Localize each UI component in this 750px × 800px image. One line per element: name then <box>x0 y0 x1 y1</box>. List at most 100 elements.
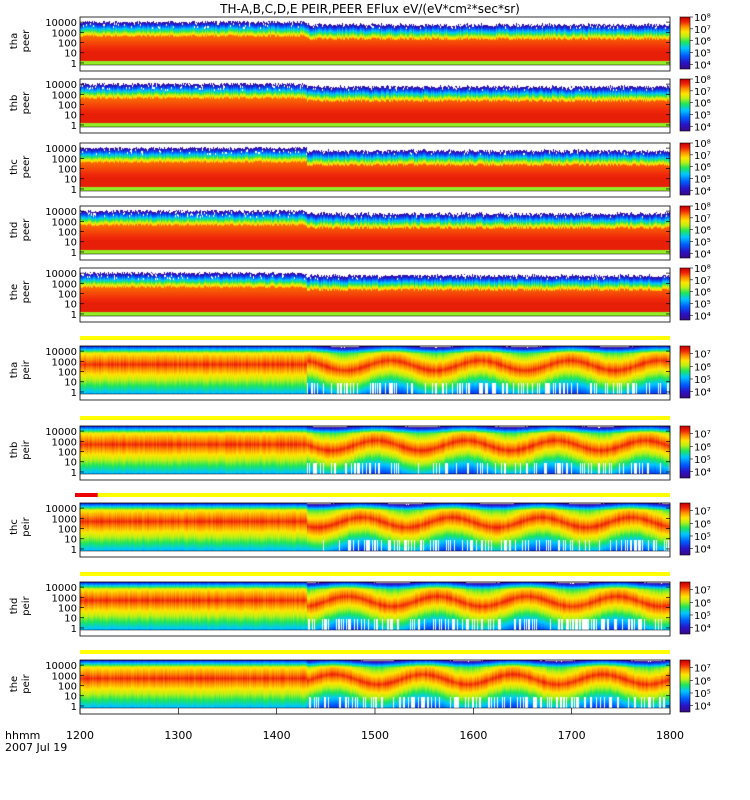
spectrogram-image <box>80 346 670 394</box>
y-tick-label: 10000 <box>45 583 77 594</box>
y-tick-label: 1 <box>71 248 77 259</box>
flag-bar-yellow <box>80 493 670 497</box>
probe-label: thd <box>9 598 20 615</box>
probe-label: thc <box>9 159 20 175</box>
flag-bar-yellow <box>80 650 670 654</box>
colorbar-label: 10⁷ <box>694 276 711 287</box>
colorbar-label: 10⁵ <box>694 299 711 310</box>
y-tick-label: 10 <box>64 300 77 311</box>
spectrogram-image <box>80 503 670 551</box>
colorbar-label: 10⁶ <box>694 676 711 687</box>
colorbar-label: 10⁴ <box>694 702 711 713</box>
y-tick-label: 100 <box>58 448 77 459</box>
product-label: peer <box>21 29 32 53</box>
y-tick-label: 1 <box>71 59 77 70</box>
colorbar-label: 10⁸ <box>694 139 711 150</box>
colorbar <box>680 206 690 258</box>
y-tick-label: 10 <box>64 458 77 469</box>
probe-label: tha <box>9 33 20 49</box>
colorbar <box>680 79 690 131</box>
colorbar-label: 10⁴ <box>694 249 711 260</box>
colorbar-label: 10⁵ <box>694 611 711 622</box>
y-tick-label: 10000 <box>45 18 77 29</box>
flag-bar-red <box>75 493 98 497</box>
colorbar-label: 10⁴ <box>694 186 711 197</box>
colorbar-label: 10⁸ <box>694 75 711 86</box>
spectrogram-image <box>80 268 670 316</box>
colorbar-label: 10⁶ <box>694 598 711 609</box>
y-tick-label: 10 <box>64 535 77 546</box>
plot-frame <box>79 267 671 323</box>
spectrogram-image <box>80 426 670 474</box>
y-tick-label: 10 <box>64 378 77 389</box>
product-label: peir <box>21 673 32 693</box>
y-tick-label: 10000 <box>45 269 77 280</box>
colorbar-label: 10⁸ <box>694 13 711 24</box>
colorbar-label: 10⁶ <box>694 99 711 110</box>
plot-frame <box>79 16 671 72</box>
plot-frame <box>79 425 671 481</box>
y-tick-label: 1 <box>71 388 77 399</box>
colorbar-frame <box>679 142 691 196</box>
spectrogram-image <box>80 206 670 254</box>
y-tick-label: 100 <box>58 525 77 536</box>
y-tick-label: 10 <box>64 692 77 703</box>
plot-frame <box>79 502 671 558</box>
spectrogram-image <box>80 17 670 65</box>
y-tick-label: 100 <box>58 682 77 693</box>
y-tick-label: 1 <box>71 121 77 132</box>
colorbar-label: 10⁸ <box>694 264 711 275</box>
colorbar-label: 10⁵ <box>694 455 711 466</box>
colorbar-label: 10⁵ <box>694 174 711 185</box>
y-tick-label: 10000 <box>45 661 77 672</box>
probe-label: the <box>9 676 20 692</box>
y-tick-label: 100 <box>58 228 77 239</box>
quality-flag-bars <box>75 336 670 654</box>
y-tick-label: 1 <box>71 545 77 556</box>
x-tick-label: 1300 <box>164 729 192 742</box>
y-tick-label: 1000 <box>52 437 77 448</box>
y-tick-label: 1 <box>71 310 77 321</box>
probe-label: thb <box>9 95 20 112</box>
y-tick-label: 10000 <box>45 504 77 515</box>
flag-bar-yellow <box>80 416 670 420</box>
colorbar-label: 10⁶ <box>694 519 711 530</box>
spectrogram-image <box>80 660 670 708</box>
product-label: peir <box>21 595 32 615</box>
y-tick-label: 10000 <box>45 144 77 155</box>
product-label: peir <box>21 359 32 379</box>
colorbar-label: 10⁴ <box>694 122 711 133</box>
y-tick-label: 10000 <box>45 80 77 91</box>
y-tick-label: 10 <box>64 238 77 249</box>
colorbar <box>680 660 690 712</box>
y-tick-label: 1000 <box>52 90 77 101</box>
colorbar-label: 10⁶ <box>694 37 711 48</box>
colorbar-label: 10⁶ <box>694 442 711 453</box>
y-tick-label: 1 <box>71 702 77 713</box>
x-tick-label: 1200 <box>66 729 94 742</box>
product-label: peer <box>21 218 32 242</box>
colorbar-label: 10⁷ <box>694 664 711 675</box>
colorbar <box>680 143 690 195</box>
plot-frame <box>79 78 671 134</box>
time-axis: hhmm 2007 Jul 19 1200 1300 1400 1500 1600 170… <box>5 708 684 754</box>
y-tick-label: 1000 <box>52 593 77 604</box>
colorbar-frame <box>679 205 691 259</box>
y-tick-label: 10 <box>64 175 77 186</box>
x-axis-label-hhmm: hhmm <box>5 729 40 742</box>
probe-label: tha <box>9 362 20 378</box>
colorbar <box>680 503 690 555</box>
y-tick-label: 1 <box>71 624 77 635</box>
x-tick-label: 1400 <box>263 729 291 742</box>
plot-frame <box>79 581 671 637</box>
colorbar-label: 10⁴ <box>694 388 711 399</box>
y-tick-label: 100 <box>58 604 77 615</box>
y-tick-label: 10 <box>64 614 77 625</box>
product-label: peir <box>21 439 32 459</box>
y-tick-label: 10000 <box>45 347 77 358</box>
